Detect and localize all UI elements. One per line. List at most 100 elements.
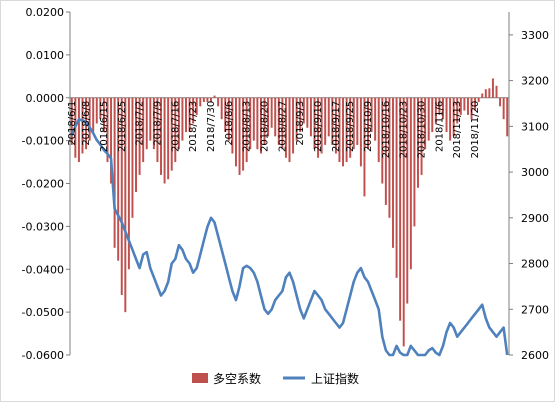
bar — [313, 97, 316, 150]
bar — [160, 97, 162, 175]
bar — [502, 97, 505, 120]
bar — [434, 97, 437, 124]
bar — [138, 97, 141, 175]
bar — [135, 97, 138, 193]
bar — [95, 97, 98, 124]
bar — [359, 97, 362, 167]
x-tick-label: 2018/9/3 — [295, 101, 306, 146]
bar — [402, 97, 405, 347]
right-tick-label: 2800 — [521, 258, 549, 271]
bar — [299, 97, 302, 133]
bar — [324, 97, 327, 145]
bar — [388, 97, 391, 218]
bar — [481, 93, 484, 98]
left-tick-label: -0.0300 — [22, 220, 64, 233]
bar — [149, 97, 152, 141]
bar — [456, 97, 459, 124]
bar — [327, 97, 330, 137]
bar — [420, 97, 423, 175]
bar — [167, 97, 170, 180]
bar — [281, 97, 284, 150]
bar — [274, 97, 277, 137]
right-tick-label: 2700 — [521, 303, 549, 316]
bar — [374, 97, 377, 141]
x-tick-label: 2018/10/16 — [381, 101, 392, 159]
bar — [110, 97, 113, 184]
bar — [277, 97, 280, 145]
bar — [409, 97, 412, 270]
bar — [242, 97, 245, 171]
x-tick-label: 2018/7/2 — [135, 101, 146, 146]
left-tick-label: 0.0000 — [26, 92, 65, 105]
left-tick-label: 0.0100 — [26, 49, 65, 62]
bar — [506, 97, 509, 137]
bar — [131, 97, 134, 218]
bar — [381, 97, 384, 184]
bar — [188, 97, 191, 133]
bar — [170, 97, 173, 171]
bar — [174, 97, 177, 163]
bar — [320, 97, 323, 154]
bar — [370, 97, 373, 133]
bar — [427, 97, 430, 141]
bar — [417, 97, 419, 188]
bar — [441, 97, 444, 120]
bar — [345, 97, 348, 163]
bar — [127, 97, 130, 270]
right-tick-label: 2600 — [521, 349, 549, 362]
bar — [367, 97, 370, 150]
bar — [491, 78, 494, 98]
bar — [484, 89, 487, 98]
bar — [431, 97, 434, 133]
bar — [495, 85, 498, 98]
legend: 多空系数 上证指数 — [192, 371, 359, 386]
bar — [113, 97, 116, 248]
bar — [102, 97, 105, 133]
left-axis-ticks: -0.0600 -0.0500 -0.0400 -0.0300 -0.0200 -0.01… — [22, 6, 70, 362]
bar — [270, 97, 273, 128]
bar — [224, 97, 227, 133]
legend-label-bars: 多空系数 — [213, 371, 261, 386]
bar — [466, 97, 469, 115]
bar — [424, 97, 427, 150]
left-tick-label: -0.0400 — [22, 263, 64, 276]
right-axis-ticks: 2600 2700 2800 2900 3000 3100 3200 3300 — [509, 29, 549, 362]
x-tick-label: 2018/7/30 — [206, 101, 217, 152]
bar — [399, 97, 402, 321]
bar — [352, 97, 355, 150]
bar — [349, 97, 352, 158]
x-tick-label: 2018/8/27 — [277, 101, 288, 152]
bar — [263, 97, 266, 145]
bar — [202, 97, 205, 103]
bar — [331, 97, 334, 145]
bar — [245, 97, 248, 163]
bar — [342, 97, 345, 167]
bar — [156, 97, 159, 163]
bar — [177, 97, 180, 150]
x-tick-label: 2018/9/10 — [313, 101, 324, 152]
x-tick-label: 2018/7/23 — [188, 101, 199, 152]
bar — [227, 97, 230, 141]
bar — [463, 97, 466, 111]
bar — [213, 95, 216, 98]
bar — [117, 97, 120, 261]
bar — [477, 97, 480, 103]
right-tick-label: 3200 — [521, 75, 549, 88]
bar — [338, 97, 341, 163]
bar — [445, 97, 448, 133]
bar — [363, 97, 366, 197]
bar — [206, 97, 209, 103]
bar — [92, 97, 95, 133]
bar — [459, 97, 462, 115]
bar — [231, 97, 234, 154]
bar — [77, 97, 80, 163]
right-tick-label: 2900 — [521, 212, 549, 225]
x-axis-ticks: 2018/6/1 2018/6/8 2018/6/15 2018/6/25 2018/7… — [67, 101, 481, 159]
bar — [395, 97, 398, 278]
left-tick-label: -0.0500 — [22, 306, 64, 319]
bar — [488, 88, 491, 98]
bar — [438, 97, 441, 115]
bar — [106, 97, 109, 163]
x-tick-label: 2018/10/9 — [363, 101, 374, 152]
